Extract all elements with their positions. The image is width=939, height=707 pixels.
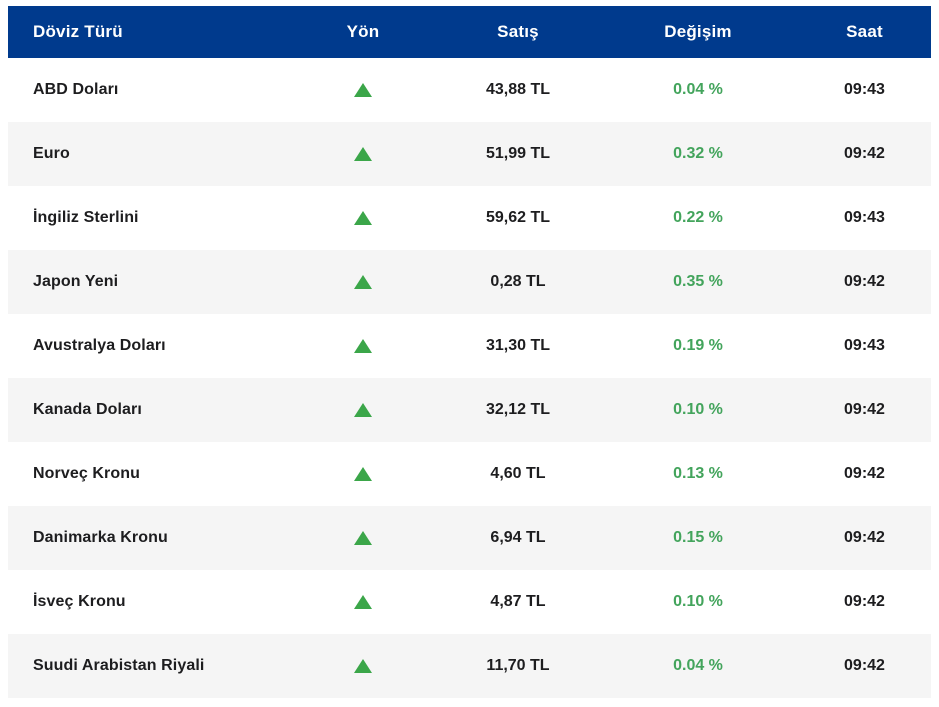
- table-row: İsveç Kronu 4,87 TL 0.10 % 09:42: [8, 570, 931, 634]
- direction-cell: [288, 83, 438, 97]
- change-percent: 0.13 %: [673, 465, 723, 482]
- table-row: Danimarka Kronu 6,94 TL 0.15 % 09:42: [8, 506, 931, 570]
- sell-price: 43,88 TL: [485, 81, 551, 98]
- update-time: 09:42: [844, 145, 885, 162]
- update-time: 09:43: [844, 209, 885, 226]
- change-percent: 0.35 %: [673, 273, 723, 290]
- up-arrow-icon: [354, 339, 372, 353]
- update-time: 09:42: [844, 465, 885, 482]
- currency-rates-table: Döviz Türü Yön Satış Değişim Saat ABD Do…: [8, 6, 931, 698]
- update-time: 09:42: [844, 529, 885, 546]
- change-percent: 0.10 %: [673, 593, 723, 610]
- update-time: 09:42: [844, 657, 885, 674]
- sell-price: 0,28 TL: [490, 273, 546, 290]
- direction-cell: [288, 147, 438, 161]
- table-row: ABD Doları 43,88 TL 0.04 % 09:43: [8, 58, 931, 122]
- change-percent: 0.04 %: [673, 81, 723, 98]
- change-percent: 0.04 %: [673, 657, 723, 674]
- table-row: İngiliz Sterlini 59,62 TL 0.22 % 09:43: [8, 186, 931, 250]
- up-arrow-icon: [354, 467, 372, 481]
- column-header-price: Satış: [497, 22, 539, 41]
- currency-name: İsveç Kronu: [33, 593, 126, 610]
- up-arrow-icon: [354, 211, 372, 225]
- currency-name: ABD Doları: [33, 81, 119, 98]
- sell-price: 4,87 TL: [490, 593, 546, 610]
- change-percent: 0.10 %: [673, 401, 723, 418]
- table-row: Euro 51,99 TL 0.32 % 09:42: [8, 122, 931, 186]
- currency-name: Avustralya Doları: [33, 337, 166, 354]
- sell-price: 31,30 TL: [485, 337, 551, 354]
- column-header-time: Saat: [846, 22, 883, 41]
- direction-cell: [288, 467, 438, 481]
- up-arrow-icon: [354, 531, 372, 545]
- direction-cell: [288, 659, 438, 673]
- column-header-currency: Döviz Türü: [33, 22, 123, 41]
- sell-price: 32,12 TL: [485, 401, 551, 418]
- table-row: Norveç Kronu 4,60 TL 0.13 % 09:42: [8, 442, 931, 506]
- column-header-change: Değişim: [664, 22, 732, 41]
- up-arrow-icon: [354, 403, 372, 417]
- update-time: 09:43: [844, 81, 885, 98]
- up-arrow-icon: [354, 83, 372, 97]
- table-row: Suudi Arabistan Riyali 11,70 TL 0.04 % 0…: [8, 634, 931, 698]
- direction-cell: [288, 595, 438, 609]
- currency-name: Japon Yeni: [33, 273, 119, 290]
- direction-cell: [288, 211, 438, 225]
- currency-name: İngiliz Sterlini: [33, 209, 139, 226]
- direction-cell: [288, 275, 438, 289]
- currency-name: Kanada Doları: [33, 401, 142, 418]
- table-body: ABD Doları 43,88 TL 0.04 % 09:43 Euro 51…: [8, 58, 931, 698]
- update-time: 09:43: [844, 337, 885, 354]
- column-header-direction: Yön: [346, 22, 380, 41]
- direction-cell: [288, 531, 438, 545]
- sell-price: 59,62 TL: [485, 209, 551, 226]
- sell-price: 51,99 TL: [485, 145, 551, 162]
- up-arrow-icon: [354, 275, 372, 289]
- up-arrow-icon: [354, 147, 372, 161]
- sell-price: 6,94 TL: [490, 529, 546, 546]
- table-row: Japon Yeni 0,28 TL 0.35 % 09:42: [8, 250, 931, 314]
- direction-cell: [288, 339, 438, 353]
- currency-name: Danimarka Kronu: [33, 529, 168, 546]
- currency-name: Norveç Kronu: [33, 465, 140, 482]
- table-row: Kanada Doları 32,12 TL 0.10 % 09:42: [8, 378, 931, 442]
- sell-price: 4,60 TL: [490, 465, 546, 482]
- change-percent: 0.32 %: [673, 145, 723, 162]
- update-time: 09:42: [844, 401, 885, 418]
- direction-cell: [288, 403, 438, 417]
- update-time: 09:42: [844, 593, 885, 610]
- currency-name: Suudi Arabistan Riyali: [33, 657, 205, 674]
- table-row: Avustralya Doları 31,30 TL 0.19 % 09:43: [8, 314, 931, 378]
- currency-name: Euro: [33, 145, 70, 162]
- table-header-row: Döviz Türü Yön Satış Değişim Saat: [8, 6, 931, 58]
- change-percent: 0.22 %: [673, 209, 723, 226]
- update-time: 09:42: [844, 273, 885, 290]
- sell-price: 11,70 TL: [486, 657, 550, 674]
- up-arrow-icon: [354, 595, 372, 609]
- change-percent: 0.15 %: [673, 529, 723, 546]
- up-arrow-icon: [354, 659, 372, 673]
- change-percent: 0.19 %: [673, 337, 723, 354]
